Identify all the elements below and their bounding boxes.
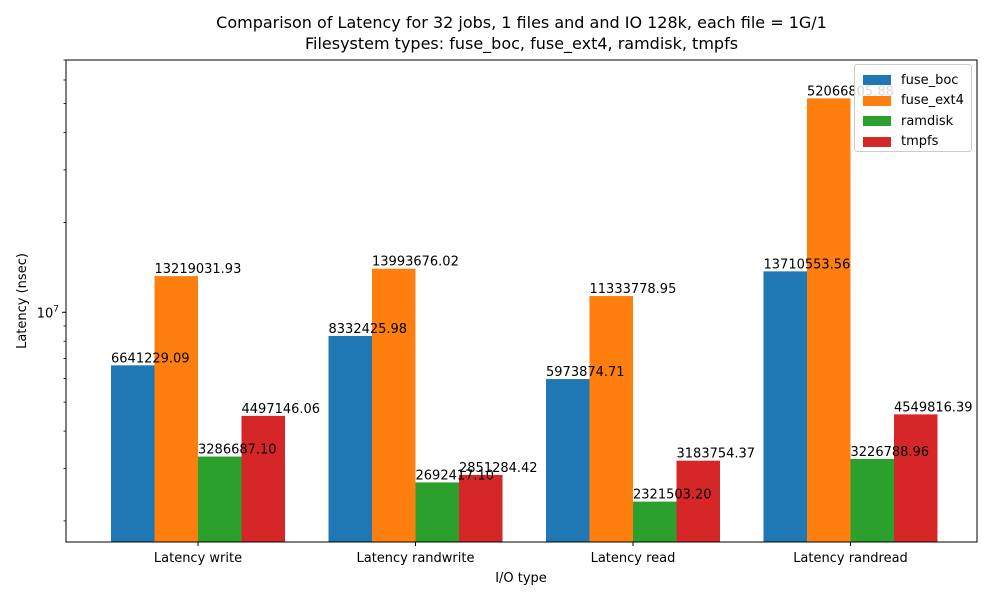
bar-value-label: 11333778.95 [590, 282, 677, 297]
legend-item-tmpfs: tmpfs [863, 132, 971, 153]
bar-ramdisk-1 [415, 482, 459, 542]
y-major-ticks: 107 [37, 304, 66, 321]
bar-ramdisk-2 [633, 501, 677, 542]
x-tick-label: Latency read [591, 551, 676, 566]
bar-fuse-ext4-0 [154, 276, 198, 542]
legend-swatch [863, 75, 891, 86]
legend-swatch [863, 116, 891, 127]
bar-value-label: 4549816.39 [894, 400, 973, 415]
bars [111, 98, 938, 543]
bar-value-label: 5973874.71 [546, 365, 625, 380]
bar-fuse-boc-1 [328, 335, 372, 542]
bar-ramdisk-0 [198, 456, 242, 542]
bar-value-label: 3183754.37 [677, 447, 756, 462]
legend-swatch [863, 136, 891, 147]
bar-tmpfs-1 [459, 474, 503, 542]
x-tick-label: Latency write [154, 551, 242, 566]
bar-fuse-boc-0 [111, 365, 155, 542]
chart-title: Comparison of Latency for 32 jobs, 1 fil… [216, 13, 827, 32]
bar-value-label: 2851284.42 [459, 461, 538, 476]
bar-value-label: 13710553.56 [764, 257, 851, 272]
bar-value-label: 3286687.10 [198, 443, 277, 458]
bar-fuse-boc-2 [546, 379, 590, 542]
x-axis-label: I/O type [495, 571, 547, 586]
bar-fuse-boc-3 [763, 271, 807, 542]
bar-value-label: 3226788.96 [851, 445, 930, 460]
bar-tmpfs-0 [241, 415, 285, 542]
legend-item-ramdisk: ramdisk [863, 111, 971, 132]
bar-fuse-ext4-3 [807, 98, 851, 543]
x-tick-label: Latency randread [793, 551, 908, 566]
bar-value-label: 13993676.02 [372, 255, 459, 270]
legend-label: fuse_ext4 [901, 93, 964, 109]
value-labels: 6641229.09 13219031.93 3286687.10 4497146.0… [111, 84, 973, 502]
legend-label: ramdisk [901, 113, 954, 129]
y-tick-label: 107 [37, 304, 59, 321]
bar-ramdisk-3 [850, 458, 894, 542]
bar-fuse-ext4-2 [589, 296, 633, 542]
bar-value-label: 13219031.93 [155, 262, 242, 277]
bar-value-label: 6641229.09 [111, 351, 190, 366]
bar-value-label: 8332425.98 [329, 322, 408, 337]
bar-tmpfs-3 [894, 414, 938, 542]
legend-item-fuse-boc: fuse_boc [863, 70, 971, 91]
bar-value-label: 4497146.06 [242, 402, 321, 417]
bar-tmpfs-2 [676, 460, 720, 542]
legend-swatch [863, 95, 891, 106]
plot-frame [65, 59, 978, 543]
x-tick-label: Latency randwrite [356, 551, 474, 566]
x-ticks: Latency write Latency randwrite Latency re… [154, 542, 908, 566]
bar-value-label: 2692417.10 [416, 468, 495, 483]
bar-fuse-ext4-1 [372, 268, 416, 542]
y-axis-label: Latency (nsec) [15, 253, 30, 349]
legend-item-fuse-ext4: fuse_ext4 [863, 91, 971, 112]
legend-label: fuse_boc [901, 72, 959, 88]
legend-label: tmpfs [901, 134, 939, 150]
chart-subtitle: Filesystem types: fuse_boc, fuse_ext4, r… [304, 34, 739, 53]
bar-value-label: 2321503.20 [633, 488, 712, 503]
